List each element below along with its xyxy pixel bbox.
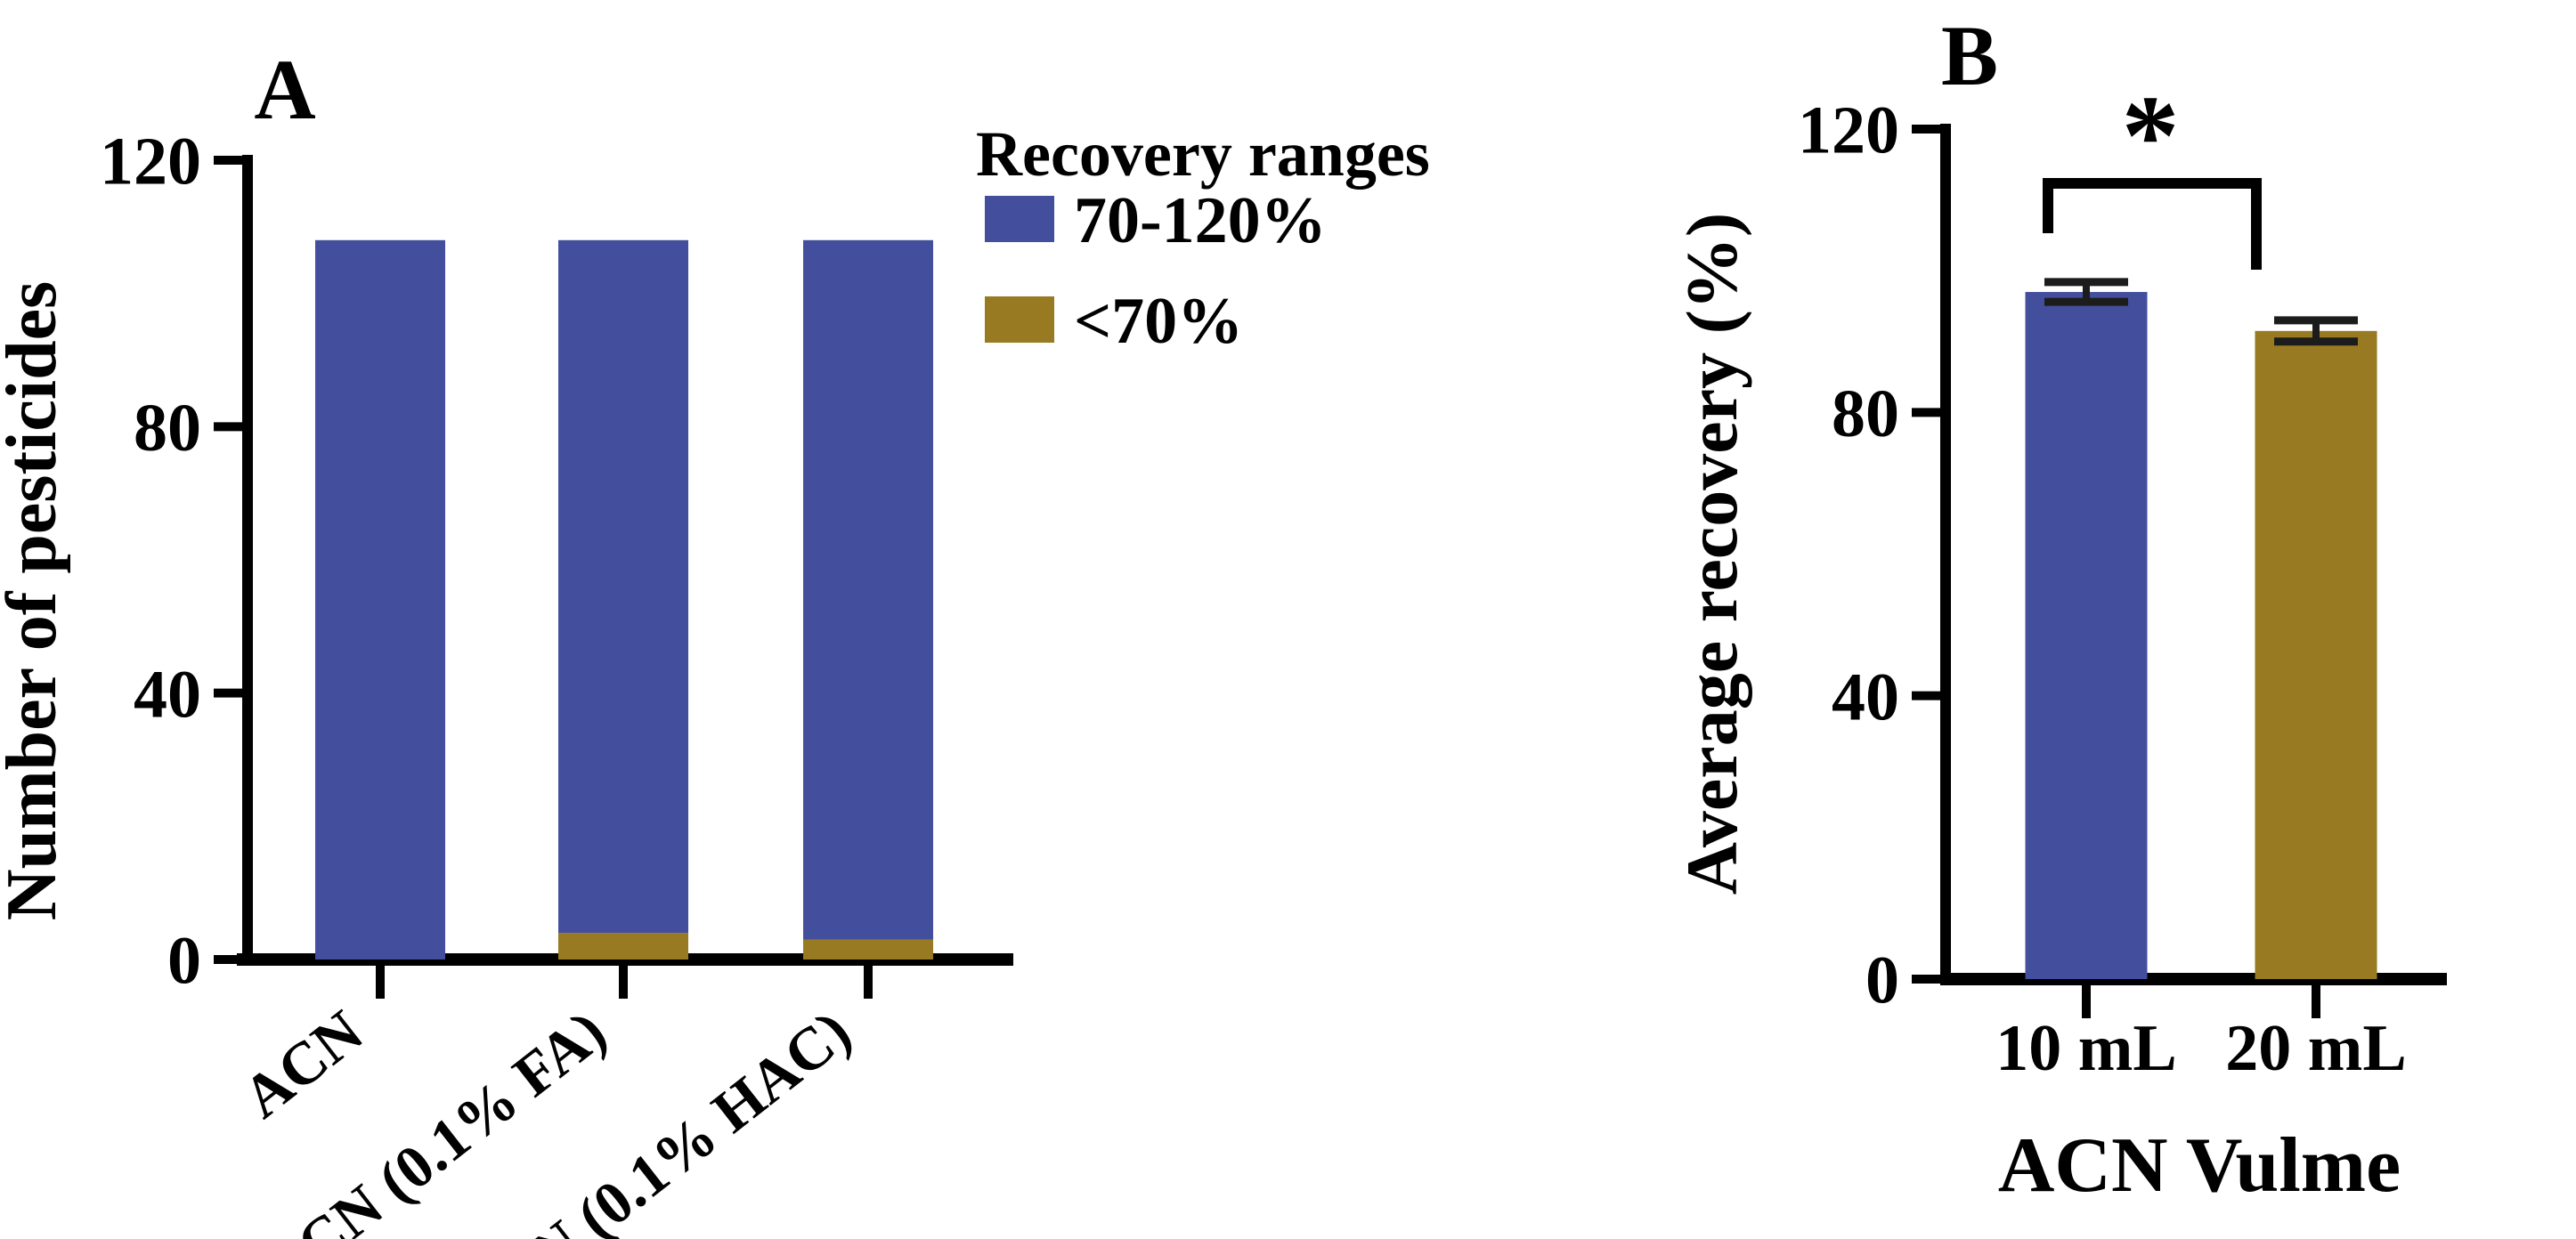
significance-star: * [2122,72,2180,200]
bar-segment-70-120 [315,239,445,960]
panel-b: B 0 40 80 120 10 mL 20 mL * Average recovery… [1671,8,2447,1209]
panel-a-ticks: 0 40 80 120 [100,125,873,999]
panel-b-category-label: 20 mL [2225,1012,2407,1085]
legend-label-under70: <70% [1074,285,1243,358]
panel-b-bars [2025,278,2377,980]
bar-10-mL [2025,292,2148,980]
panel-a-ytick-label: 40 [134,657,201,732]
panel-b-ytick-label: 0 [1865,943,1899,1018]
panel-a-legend: Recovery ranges 70-120% <70% [976,118,1430,358]
bar-segment-under70 [558,933,688,960]
panel-b-ticks: 0 40 80 120 [1798,93,2320,1018]
panel-b-ytick-label: 40 [1832,660,1899,734]
panel-a-letter: A [254,42,315,137]
panel-b-category-labels: 10 mL 20 mL [1995,1012,2407,1085]
panel-b-ytick-label: 120 [1798,93,1899,168]
panel-a-category-label: ACN [230,997,375,1131]
legend-title: Recovery ranges [976,118,1430,190]
panel-a-y-axis-title: Number of pesticides [0,281,71,920]
panel-a-bars [315,239,933,960]
bar-segment-70-120 [558,239,688,934]
panel-a-ytick-label: 120 [100,125,201,199]
panel-a-ytick-label: 0 [167,924,201,999]
panel-b-ytick-label: 80 [1832,377,1899,451]
panel-b-category-label: 10 mL [1995,1012,2177,1085]
legend-label-70-120: 70-120% [1074,184,1327,257]
panel-b-x-axis-title: ACN Vulme [1998,1122,2401,1209]
bar-segment-under70 [803,939,933,960]
bar-segment-70-120 [803,239,933,940]
bar-20-mL [2255,330,2377,979]
panel-b-letter: B [1941,8,1998,103]
panel-a-ytick-label: 80 [134,391,201,466]
legend-swatch-under70 [985,296,1054,343]
significance-bracket [2043,178,2262,270]
panel-b-y-axis-title: Average recovery (%) [1671,213,1752,895]
legend-swatch-70-120 [985,196,1054,242]
